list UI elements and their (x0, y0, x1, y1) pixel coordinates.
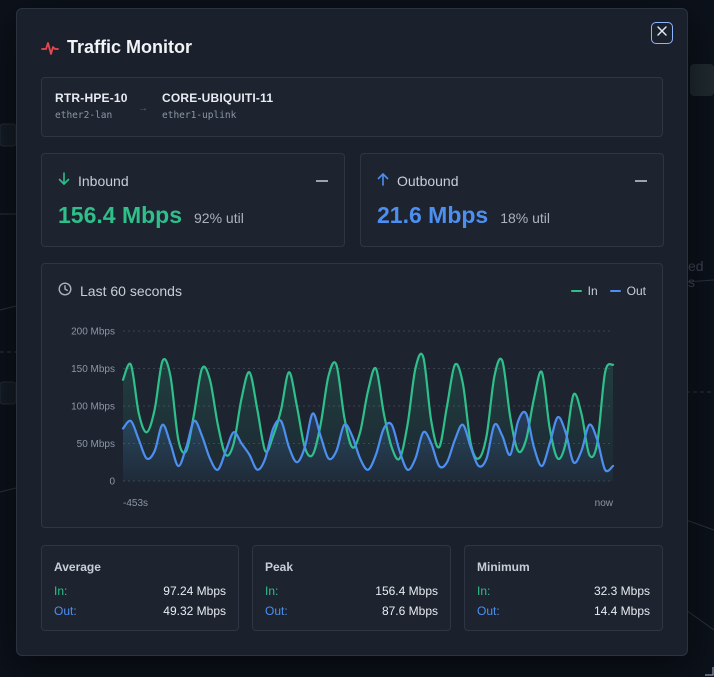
inbound-value: 156.4 Mbps (58, 202, 182, 228)
peak-stat-card: Peak In: 156.4 Mbps Out: 87.6 Mbps (252, 545, 451, 631)
traffic-monitor-dialog: Traffic Monitor RTR-HPE-10 ether2-lan → … (16, 8, 688, 656)
outbound-header: Outbound (377, 172, 459, 189)
chart-legend: In Out (570, 284, 646, 298)
legend-out-label: Out (626, 284, 646, 298)
minimum-out-label: Out: (477, 604, 500, 618)
average-out-label: Out: (54, 604, 77, 618)
average-in-value: 97.24 Mbps (163, 584, 226, 598)
peak-out-row: Out: 87.6 Mbps (265, 604, 438, 618)
series-line-in (121, 352, 615, 461)
source-device-name: RTR-HPE-10 (55, 91, 128, 105)
source-port: ether2-lan (55, 110, 113, 121)
x-tick-label: -453s (123, 498, 148, 509)
average-out-row: Out: 49.32 Mbps (54, 604, 226, 618)
outbound-label: Outbound (397, 172, 459, 189)
chart-header: Last 60 seconds (58, 282, 182, 299)
close-button[interactable] (651, 22, 673, 44)
y-tick-label: 50 Mbps (77, 439, 115, 450)
minimum-in-row: In: 32.3 Mbps (477, 584, 650, 598)
minimum-in-label: In: (477, 584, 491, 598)
average-in-label: In: (54, 584, 68, 598)
legend-out-swatch (609, 290, 621, 292)
y-tick-label: 200 Mbps (71, 327, 115, 338)
chart-title: Last 60 seconds (80, 282, 182, 299)
target-port: ether1-uplink (162, 110, 237, 121)
legend-in[interactable]: In (570, 284, 598, 298)
source-device: RTR-HPE-10 ether2-lan (55, 91, 128, 121)
inbound-value-row: 156.4 Mbps 92% util (58, 202, 244, 229)
inbound-header: Inbound (58, 172, 129, 189)
traffic-line-chart: 200 Mbps 150 Mbps 100 Mbps 50 Mbps 0 -453s now (71, 327, 615, 509)
peak-out-label: Out: (265, 604, 288, 618)
minimum-in-value: 32.3 Mbps (593, 584, 650, 598)
inbound-label: Inbound (78, 172, 129, 189)
minimum-stat-card: Minimum In: 32.3 Mbps Out: 14.4 Mbps (464, 545, 663, 631)
peak-in-value: 156.4 Mbps (375, 584, 438, 598)
inbound-util: 92% util (194, 210, 244, 226)
y-tick-label: 150 Mbps (71, 364, 115, 375)
series-area-out (123, 411, 613, 481)
average-stat-card: Average In: 97.24 Mbps Out: 49.32 Mbps (41, 545, 239, 631)
x-tick-label: now (595, 498, 614, 509)
resize-grip-icon[interactable] (704, 666, 714, 676)
legend-in-swatch (570, 290, 582, 292)
outbound-value: 21.6 Mbps (377, 202, 489, 228)
outbound-card: Outbound 21.6 Mbps 18% util (360, 153, 664, 247)
peak-in-row: In: 156.4 Mbps (265, 584, 438, 598)
series-line-out (121, 410, 615, 473)
dialog-title: Traffic Monitor (67, 37, 192, 57)
legend-in-label: In (587, 284, 598, 298)
link-endpoints-card: RTR-HPE-10 ether2-lan → CORE-UBIQUITI-11… (41, 77, 663, 137)
clock-icon (58, 282, 72, 299)
inbound-card: Inbound 156.4 Mbps 92% util (41, 153, 345, 247)
pulse-icon (41, 40, 59, 56)
peak-title: Peak (265, 560, 294, 574)
close-icon (656, 24, 668, 42)
traffic-chart-card: Last 60 seconds In Out (41, 263, 663, 528)
arrow-down-icon (58, 172, 70, 189)
peak-in-label: In: (265, 584, 279, 598)
minimum-out-row: Out: 14.4 Mbps (477, 604, 650, 618)
link-arrow: → (138, 103, 148, 114)
average-out-value: 49.32 Mbps (163, 604, 226, 618)
outbound-collapse-button[interactable] (635, 180, 647, 182)
y-tick-label: 0 (109, 477, 115, 488)
legend-out[interactable]: Out (609, 284, 646, 298)
target-device-name: CORE-UBIQUITI-11 (162, 91, 274, 105)
y-tick-label: 100 Mbps (71, 402, 115, 413)
minimum-title: Minimum (477, 560, 530, 574)
target-device: CORE-UBIQUITI-11 ether1-uplink (162, 91, 273, 121)
peak-out-value: 87.6 Mbps (381, 604, 438, 618)
outbound-value-row: 21.6 Mbps 18% util (377, 202, 550, 229)
average-in-row: In: 97.24 Mbps (54, 584, 226, 598)
arrow-up-icon (377, 172, 389, 189)
minimum-out-value: 14.4 Mbps (593, 604, 650, 618)
inbound-collapse-button[interactable] (316, 180, 328, 182)
outbound-util: 18% util (500, 210, 551, 226)
dialog-header: Traffic Monitor (41, 37, 192, 58)
average-title: Average (54, 560, 101, 574)
